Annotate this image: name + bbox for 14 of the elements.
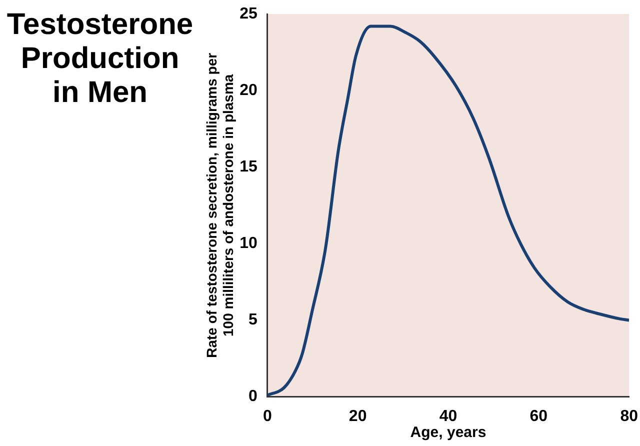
x-axis-title: Age, years: [410, 424, 486, 442]
x-tick-label: 80: [620, 408, 638, 425]
y-axis-title: Rate of testosterone secretion, milligrams per 100 milliliters of andosterone in plasma: [203, 52, 236, 358]
y-tick-label: 0: [248, 388, 258, 406]
x-tick-label: 0: [262, 408, 272, 425]
y-tick-label: 5: [248, 312, 258, 329]
y-tick-label: 15: [240, 158, 258, 176]
y-tick-label: 10: [240, 235, 258, 252]
x-tick-label: 40: [439, 408, 458, 425]
x-tick-label: 60: [530, 408, 548, 425]
x-tick-label: 20: [348, 408, 367, 425]
text: Testosterone Production in Men: [6, 8, 194, 110]
y-tick-label: 25: [240, 5, 258, 22]
y-tick-label: 20: [240, 82, 258, 99]
